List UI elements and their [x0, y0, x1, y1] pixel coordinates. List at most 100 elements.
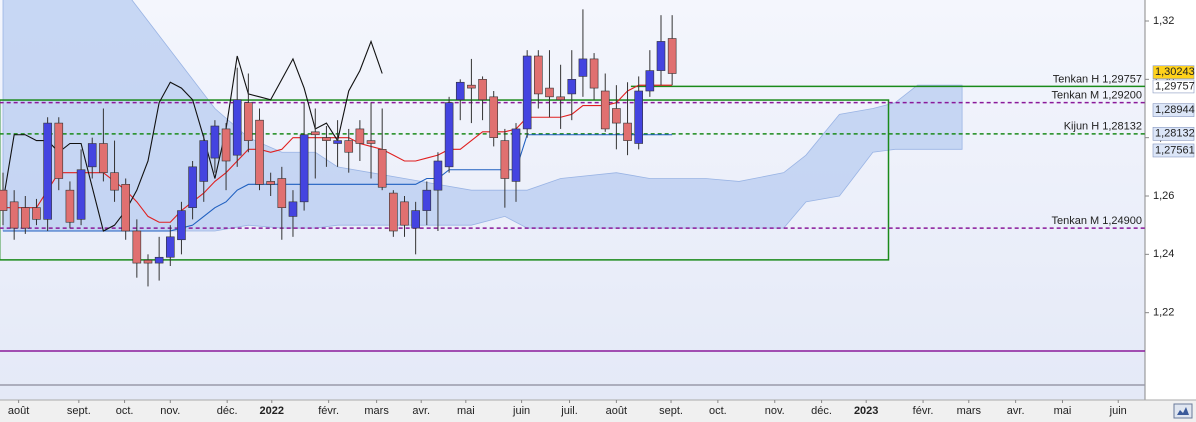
x-tick-label: mars: [957, 405, 982, 417]
candle-body: [0, 189, 8, 211]
candle-body: [54, 122, 64, 179]
candle-body: [422, 189, 432, 211]
price-tag: [1152, 65, 1195, 80]
candle-body: [266, 181, 275, 185]
price-tag-label: 1,28132: [1155, 128, 1195, 140]
candle-body: [132, 230, 142, 264]
price-tag-label: 1,29757: [1155, 80, 1195, 92]
candle-body: [545, 87, 554, 98]
candle-body: [210, 125, 220, 159]
level-label: Tenkan H 1,29757: [1053, 73, 1142, 85]
candle-body: [656, 41, 666, 71]
x-tick-label: 2023: [854, 405, 878, 417]
candle-body: [32, 207, 41, 220]
candle-body: [355, 128, 365, 144]
x-tick-label: avr.: [412, 405, 430, 417]
candle-body: [556, 96, 565, 101]
candle-body: [478, 79, 487, 101]
x-tick-label: févr.: [318, 405, 339, 417]
candle-body: [277, 178, 287, 208]
candle-body: [177, 210, 186, 241]
candle-body: [467, 84, 476, 89]
candle-body: [333, 140, 342, 144]
candle-body: [76, 169, 86, 220]
candle-body: [589, 58, 599, 89]
x-tick-label: juin: [512, 405, 530, 417]
price-tag: [1152, 103, 1195, 117]
candle-body: [400, 201, 409, 226]
price-tag-label: 1,30243: [1155, 66, 1195, 78]
candle-body: [143, 259, 153, 264]
x-tick-label: févr.: [913, 405, 934, 417]
indicator-line: [3, 134, 673, 232]
indicator-line: [2, 39, 383, 232]
x-axis-area: [0, 400, 1196, 422]
level-label: Tenkan M 1,29200: [1051, 90, 1142, 102]
candle-body: [87, 143, 97, 168]
candle-body: [255, 119, 264, 185]
candle-body: [43, 122, 52, 220]
candle-body: [634, 90, 643, 144]
candle-body: [623, 122, 632, 141]
candle-body: [377, 149, 387, 188]
x-tick-label: nov.: [765, 405, 785, 417]
candle-body: [489, 96, 499, 138]
button-frame[interactable]: [1173, 403, 1193, 419]
candle-body: [455, 81, 465, 101]
candle-body: [645, 70, 655, 92]
button-icon[interactable]: [1177, 407, 1189, 415]
candle-body: [411, 210, 420, 229]
x-tick-label: déc.: [217, 405, 238, 417]
x-tick-label: mai: [1054, 405, 1072, 417]
x-tick-label: août: [606, 405, 627, 417]
y-tick-label: 1,22: [1153, 307, 1174, 319]
candle-body: [188, 166, 197, 208]
x-tick-label: nov.: [160, 405, 180, 417]
y-tick-label: 1,26: [1153, 190, 1174, 202]
candle-body: [199, 140, 209, 182]
candle-body: [344, 140, 354, 153]
candle-body: [612, 108, 621, 124]
candle-body: [567, 79, 577, 95]
price-tag: [1152, 79, 1195, 94]
candle-body: [99, 143, 108, 173]
candle-body: [244, 102, 253, 141]
candle-body: [232, 99, 242, 156]
x-tick-label: oct.: [116, 405, 134, 417]
candle-body: [21, 207, 30, 229]
x-tick-label: mai: [457, 405, 475, 417]
candle-body: [65, 189, 75, 223]
candle-body: [322, 137, 331, 141]
x-tick-label: avr.: [1007, 405, 1025, 417]
candle-body: [534, 55, 543, 95]
candle-body: [366, 140, 376, 144]
x-tick-label: oct.: [709, 405, 727, 417]
candle-body: [667, 38, 677, 74]
level-label: Kijun H 1,28132: [1064, 121, 1142, 133]
x-tick-label: 2022: [260, 405, 284, 417]
candle-body: [600, 90, 610, 130]
candle-body: [154, 256, 164, 264]
x-tick-label: mars: [364, 405, 389, 417]
price-tag: [1152, 143, 1195, 158]
range-box: [0, 99, 890, 261]
candle-body: [500, 140, 510, 179]
candle-body: [433, 160, 443, 191]
y-tick-label: 1,32: [1153, 15, 1174, 27]
candle-body: [288, 201, 298, 217]
price-tag-label: 1,28944: [1155, 104, 1195, 116]
candle-body: [310, 131, 320, 136]
x-tick-label: déc.: [811, 405, 832, 417]
x-tick-label: juin: [1109, 405, 1127, 417]
x-tick-label: août: [8, 405, 29, 417]
overlay-layer: Tenkan H 1,29757 Tenkan M 1,29200 Kijun H …: [1051, 73, 1142, 227]
candle-body: [578, 58, 588, 77]
x-tick-label: sept.: [659, 405, 683, 417]
candle-body: [221, 128, 231, 162]
settings-button[interactable]: [1173, 403, 1193, 419]
candle-body: [121, 184, 130, 232]
plot: [0, 0, 1145, 386]
candle-body: [165, 236, 175, 258]
candle-body: [110, 172, 119, 191]
